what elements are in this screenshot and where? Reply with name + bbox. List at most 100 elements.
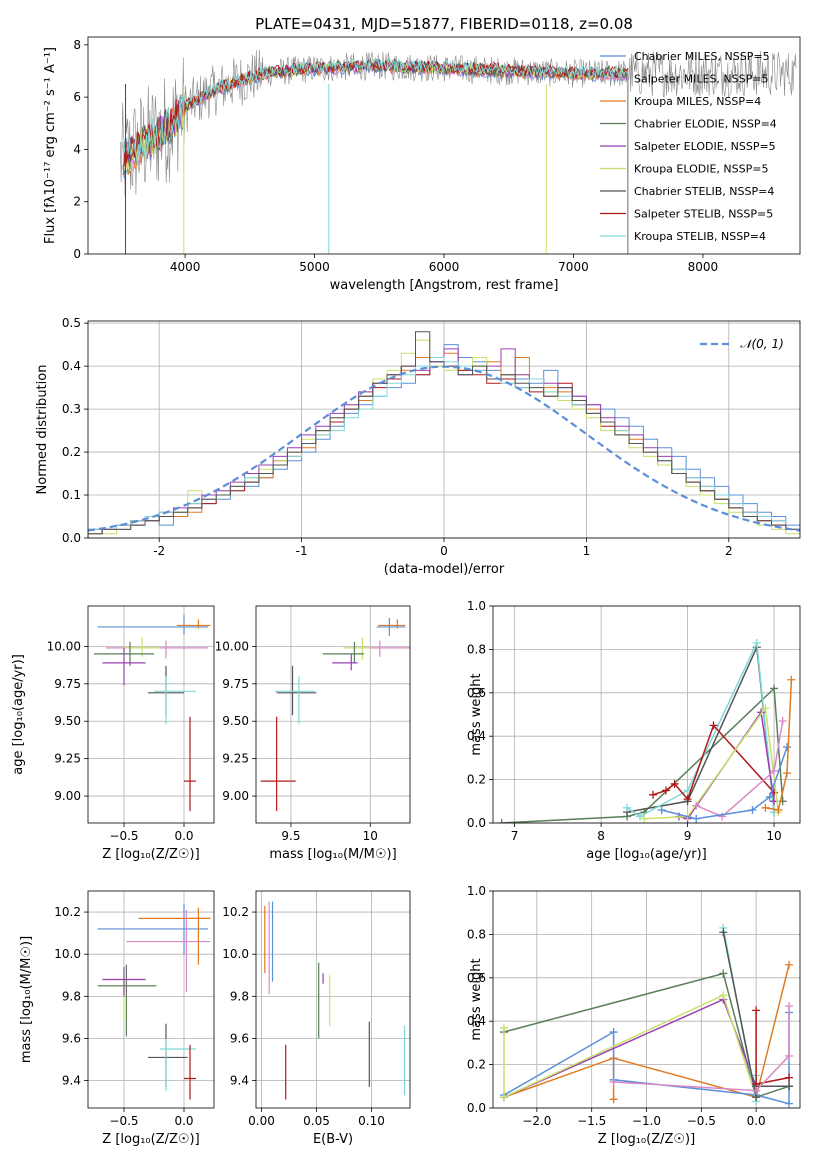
x-tick-label: 0.10 (358, 1114, 385, 1128)
panel-residuals: -2 -1 0 1 2 0.0 0.1 0.2 0.3 0.4 0.5 (data-model)/er… (35, 316, 801, 577)
y-tick-label: 0.2 (467, 1058, 486, 1072)
legend: Chabrier MILES, NSSP=5 Salpeter MILES, NS… (600, 50, 777, 243)
y-tick-label: 9.4 (62, 1074, 81, 1088)
legend-entry: Chabrier STELIB, NSSP=4 (634, 185, 774, 198)
y-axis-label: age [log₁₀(age/yr)] (11, 654, 26, 775)
y-axis-label: mass weight (469, 958, 484, 1040)
plot-area-weight-vs-z (499, 923, 794, 1108)
legend-entry: Kroupa MILES, NSSP=4 (634, 95, 761, 108)
x-axis-label: wavelength [Angstrom, rest frame] (330, 278, 559, 293)
panel-weight-vs-z: −2.0 −1.5 −1.0 −0.5 0.0 0.0 0.2 0.4 0.6 0.8 1.0 Z [… (467, 884, 801, 1147)
x-axis-label: (data-model)/error (384, 562, 505, 577)
x-tick-label: 10 (766, 829, 781, 843)
y-axis-label: mass weight (469, 673, 484, 755)
y-tick-label: 0 (73, 247, 81, 261)
histogram-chabrier_stelib (88, 331, 800, 538)
x-tick-label: 10 (363, 829, 378, 843)
weight-marker-salpeter_miles (785, 1002, 794, 1011)
legend-entry: Chabrier ELODIE, NSSP=4 (634, 118, 777, 131)
weight-line-kroupa_elodie (503, 994, 757, 1099)
y-tick-label: 0.6 (467, 971, 486, 985)
y-tick-label: 0.4 (62, 359, 81, 373)
y-tick-label: 0.0 (467, 1101, 486, 1115)
weight-marker-chabrier_miles (609, 1028, 618, 1037)
y-tick-label: 0.8 (467, 642, 486, 656)
axes-frame (492, 605, 801, 824)
x-tick-label: 0.0 (174, 829, 193, 843)
y-tick-label: 9.4 (230, 1074, 249, 1088)
weight-line-salpeter_miles (613, 1006, 790, 1092)
x-tick-label: 7000 (558, 260, 589, 274)
weight-marker-salpeter_stelib (661, 786, 670, 795)
weight-marker-kroupa_elodie (719, 991, 728, 1000)
y-tick-label: 0.2 (62, 445, 81, 459)
x-tick-label: 7 (511, 829, 519, 843)
x-axis-label: E(B-V) (313, 1132, 353, 1147)
weight-marker-salpeter_miles (609, 1077, 618, 1086)
y-tick-label: 9.25 (54, 752, 81, 766)
axes-frame (87, 320, 801, 539)
y-tick-label: 9.00 (222, 789, 249, 803)
weight-line-chabrier_elodie (503, 972, 790, 1099)
weight-line-kroupa_miles (765, 679, 793, 811)
x-axis-label: Z [log₁₀(Z/Z☉)] (598, 1132, 695, 1147)
y-tick-label: 9.75 (54, 677, 81, 691)
weight-marker-chabrier_miles (692, 814, 701, 823)
plot-area-mass-vs-ebv (264, 901, 406, 1100)
x-axis-label: mass [log₁₀(M/M☉)] (269, 847, 396, 862)
axes-frame (87, 890, 215, 1109)
plot-area-spectrum (120, 49, 797, 254)
y-tick-label: 9.50 (222, 714, 249, 728)
y-axis-label: Normed distribution (35, 365, 50, 495)
weight-marker-kroupa_stelib (636, 812, 645, 821)
x-axis-label: age [log₁₀(age/yr)] (586, 847, 707, 862)
x-tick-label: 0.00 (248, 1114, 275, 1128)
panel-mass-vs-ebv: 0.00 0.05 0.10 9.4 9.6 9.8 10.0 10.2 E(B-V) (222, 890, 411, 1147)
x-tick-label: 2 (725, 544, 733, 558)
panel-age-vs-mass: 9.5 10 9.00 9.25 9.50 9.75 10.00 mass [log₁₀(M/… (215, 605, 411, 862)
y-tick-label: 10.00 (47, 639, 81, 653)
plot-area-mass-vs-z (97, 903, 211, 1100)
y-tick-label: 0.2 (467, 773, 486, 787)
weight-marker-kroupa_miles (774, 805, 783, 814)
y-tick-label: 4 (73, 142, 81, 156)
chart-title: PLATE=0431, MJD=51877, FIBERID=0118, z=0… (255, 15, 633, 33)
x-tick-label: −1.5 (577, 1114, 606, 1128)
weight-marker-kroupa_miles (787, 675, 796, 684)
weight-marker-chabrier_miles (657, 805, 666, 814)
weight-marker-kroupa_elodie (499, 1093, 508, 1102)
axes-frame (492, 890, 801, 1109)
weight-line-salpeter_stelib (652, 723, 775, 801)
y-tick-label: 0.0 (467, 816, 486, 830)
x-tick-label: −2.0 (522, 1114, 551, 1128)
weight-marker-salpeter_stelib (683, 795, 692, 804)
weight-marker-chabrier_miles (765, 792, 774, 801)
weight-marker-kroupa_miles (609, 1095, 618, 1104)
y-tick-label: 0.1 (62, 488, 81, 502)
axes-frame (255, 890, 411, 1109)
y-tick-label: 9.75 (222, 677, 249, 691)
y-tick-label: 9.00 (54, 789, 81, 803)
legend-entry: Kroupa ELODIE, NSSP=5 (634, 163, 768, 176)
x-tick-label: 0.0 (747, 1114, 766, 1128)
weight-line-kroupa_elodie (644, 706, 780, 820)
y-tick-label: 9.50 (54, 714, 81, 728)
x-tick-label: −0.5 (109, 1114, 138, 1128)
y-tick-label: 1.0 (467, 599, 486, 613)
panel-mass-vs-z: −0.5 0.0 9.4 9.6 9.8 10.0 10.2 Z [log₁₀(Z/Z☉)] m… (19, 890, 215, 1147)
legend-entry: Kroupa STELIB, NSSP=4 (634, 230, 766, 243)
x-tick-label: 9 (684, 829, 692, 843)
weight-marker-chabrier_elodie (719, 969, 728, 978)
x-tick-label: 0.0 (174, 1114, 193, 1128)
legend-entry: Chabrier MILES, NSSP=5 (634, 50, 770, 63)
x-tick-label: 8000 (688, 260, 719, 274)
weight-marker-salpeter_stelib (709, 721, 718, 730)
y-tick-label: 10.2 (222, 905, 249, 919)
weight-marker-kroupa_elodie (499, 1023, 508, 1032)
y-tick-label: 9.8 (230, 989, 249, 1003)
weight-marker-salpeter_miles (692, 801, 701, 810)
weight-marker-kroupa_miles (785, 960, 794, 969)
axes-frame (255, 605, 411, 824)
